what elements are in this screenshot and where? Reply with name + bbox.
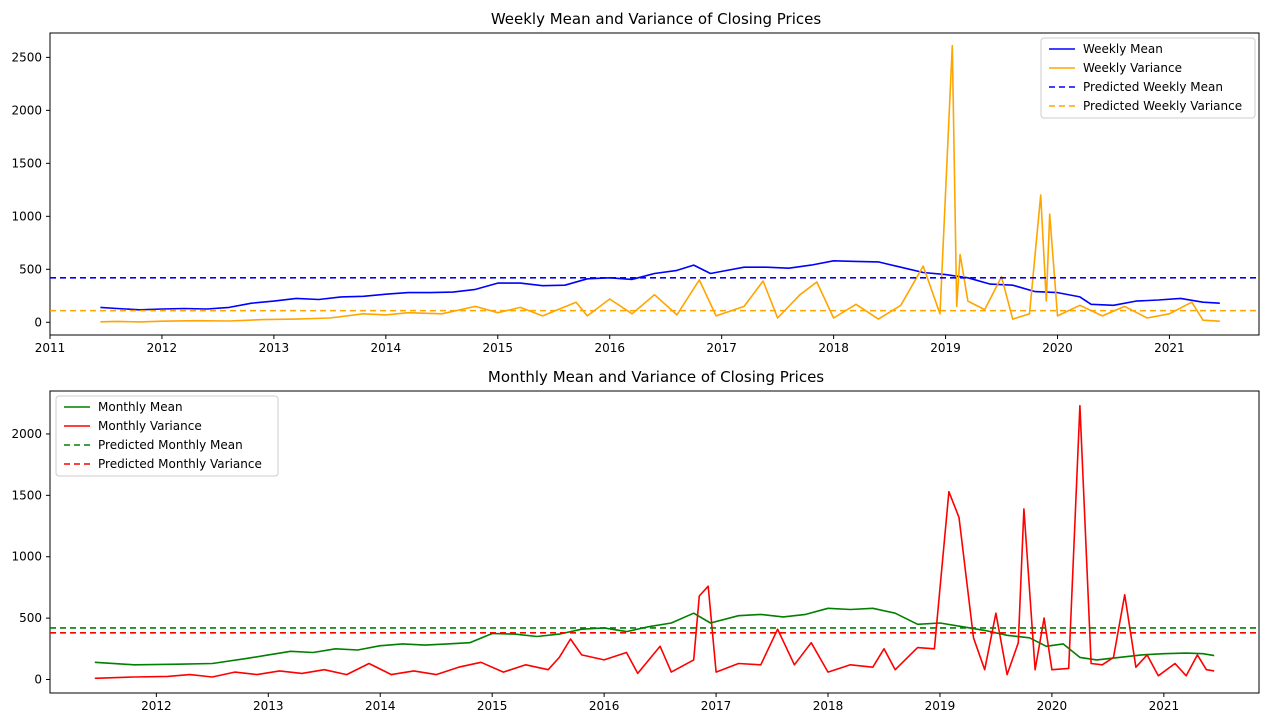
monthly-x-tick-label: 2017 xyxy=(701,699,732,713)
weekly-chart: Weekly Mean and Variance of Closing Pric… xyxy=(11,10,1260,355)
monthly-y-axis: 0 500 1000 1500 2000 xyxy=(11,427,50,686)
weekly-x-tick-label: 2016 xyxy=(594,341,625,355)
monthly-variance-line xyxy=(94,404,1215,680)
weekly-x-tick-label: 2012 xyxy=(147,341,178,355)
monthly-y-tick-label: 1500 xyxy=(11,488,42,502)
monthly-mean-legend-label: Monthly Mean xyxy=(98,400,183,414)
monthly-x-tick-label: 2016 xyxy=(589,699,620,713)
weekly-chart-title: Weekly Mean and Variance of Closing Pric… xyxy=(491,10,822,28)
monthly-x-tick-label: 2020 xyxy=(1037,699,1068,713)
predicted-monthly-mean-legend-label: Predicted Monthly Mean xyxy=(98,438,243,452)
weekly-x-tick-label: 2011 xyxy=(35,341,66,355)
weekly-variance-line xyxy=(100,44,1220,323)
weekly-x-tick-label: 2021 xyxy=(1154,341,1185,355)
monthly-variance-legend-label: Monthly Variance xyxy=(98,419,202,433)
monthly-x-axis: 2012 2013 2014 2015 2016 2017 2018 2019 2020 2021 xyxy=(141,693,1179,713)
weekly-x-tick-label: 2017 xyxy=(706,341,737,355)
weekly-y-tick-label: 1000 xyxy=(11,209,42,223)
predicted-weekly-variance-legend-label: Predicted Weekly Variance xyxy=(1083,99,1242,113)
weekly-y-tick-label: 1500 xyxy=(11,156,42,170)
monthly-x-tick-label: 2015 xyxy=(477,699,508,713)
weekly-x-tick-label: 2018 xyxy=(818,341,849,355)
weekly-x-tick-label: 2020 xyxy=(1042,341,1073,355)
monthly-x-tick-label: 2019 xyxy=(925,699,956,713)
monthly-y-tick-label: 1000 xyxy=(11,550,42,564)
monthly-plot-frame xyxy=(49,390,1260,694)
weekly-mean-legend-label: Weekly Mean xyxy=(1083,42,1163,56)
monthly-mean-line xyxy=(94,607,1215,666)
weekly-mean-line xyxy=(100,260,1220,311)
predicted-weekly-mean-legend-label: Predicted Weekly Mean xyxy=(1083,80,1223,94)
monthly-chart: Monthly Mean and Variance of Closing Pri… xyxy=(11,368,1260,713)
monthly-y-tick-label: 500 xyxy=(19,611,42,625)
monthly-series-group xyxy=(50,404,1259,680)
weekly-variance-legend-label: Weekly Variance xyxy=(1083,61,1182,75)
predicted-monthly-variance-legend-label: Predicted Monthly Variance xyxy=(98,457,262,471)
monthly-legend: Monthly Mean Monthly Variance Predicted Mo… xyxy=(55,395,279,477)
weekly-y-tick-label: 500 xyxy=(19,262,42,276)
monthly-x-tick-label: 2013 xyxy=(253,699,284,713)
weekly-plot-frame xyxy=(49,32,1260,336)
weekly-y-tick-label: 2500 xyxy=(11,50,42,64)
weekly-y-tick-label: 2000 xyxy=(11,103,42,117)
monthly-x-tick-label: 2012 xyxy=(141,699,172,713)
weekly-x-tick-label: 2015 xyxy=(483,341,514,355)
weekly-x-tick-label: 2013 xyxy=(259,341,290,355)
monthly-chart-title: Monthly Mean and Variance of Closing Pri… xyxy=(488,368,824,386)
monthly-y-tick-label: 2000 xyxy=(11,427,42,441)
weekly-y-tick-label: 0 xyxy=(34,315,42,329)
monthly-legend-box xyxy=(55,395,279,477)
weekly-legend: Weekly Mean Weekly Variance Predicted Week… xyxy=(1040,37,1256,119)
weekly-legend-box xyxy=(1040,37,1256,119)
weekly-x-tick-label: 2014 xyxy=(371,341,402,355)
monthly-y-tick-label: 0 xyxy=(34,672,42,686)
weekly-x-axis: 2011 2012 2013 2014 2015 2016 2017 2018 2019 2020… xyxy=(35,335,1185,355)
monthly-x-tick-label: 2014 xyxy=(365,699,396,713)
monthly-x-tick-label: 2021 xyxy=(1149,699,1180,713)
weekly-x-tick-label: 2019 xyxy=(930,341,961,355)
weekly-series-group xyxy=(50,44,1259,323)
weekly-y-axis: 0 500 1000 1500 2000 2500 xyxy=(11,50,50,329)
monthly-x-tick-label: 2018 xyxy=(813,699,844,713)
